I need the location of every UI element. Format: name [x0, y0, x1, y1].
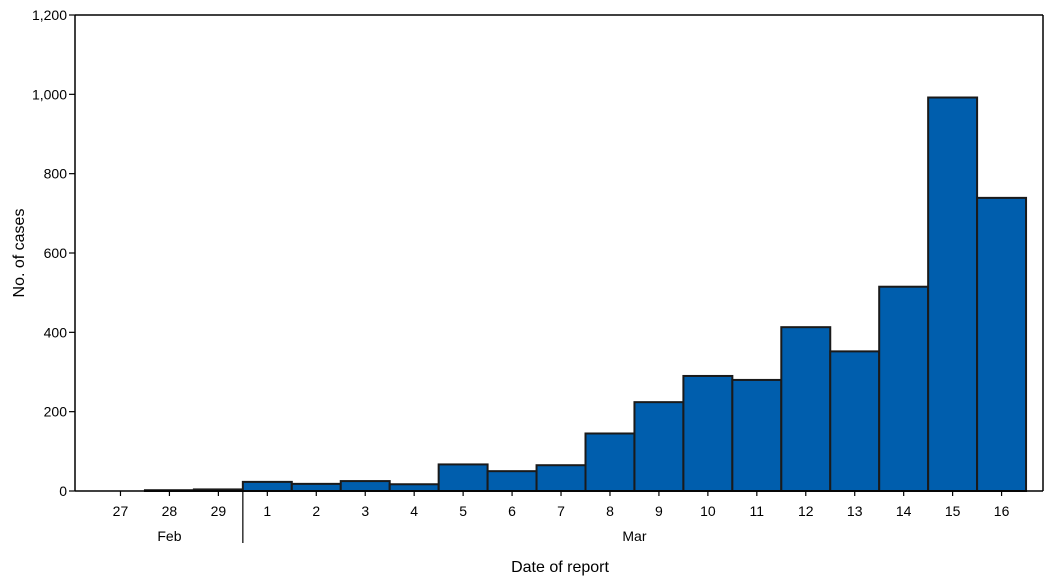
x-tick-label: 29	[211, 503, 227, 519]
x-tick-label: 3	[361, 503, 369, 519]
x-tick-label: 9	[655, 503, 663, 519]
month-labels-layer: Feb Mar	[157, 491, 647, 544]
x-tick-label: 6	[508, 503, 516, 519]
bar	[878, 285, 930, 493]
bar	[927, 96, 979, 493]
bar	[682, 374, 734, 493]
bars-layer	[143, 96, 1028, 493]
bar	[976, 196, 1028, 492]
bar	[780, 326, 832, 492]
bar	[584, 432, 636, 493]
bar	[829, 350, 881, 492]
x-tick-label: 10	[700, 503, 716, 519]
x-tick-label: 4	[410, 503, 418, 519]
month-label: Mar	[622, 528, 646, 544]
bar	[486, 470, 538, 492]
y-tick-label: 800	[44, 166, 68, 182]
x-axis-title: Date of report	[511, 559, 609, 576]
x-tick-label: 1	[263, 503, 271, 519]
x-tick-label: 13	[847, 503, 863, 519]
x-tick-label: 12	[798, 503, 814, 519]
x-tick-label: 16	[994, 503, 1010, 519]
bar	[241, 480, 293, 493]
y-tick-label: 0	[59, 483, 67, 499]
y-tick-label: 600	[44, 245, 68, 261]
bar	[290, 482, 342, 492]
y-ticks-layer: 0 200 400 600 800 1,000 1,200	[32, 7, 75, 499]
x-tick-label: 15	[945, 503, 961, 519]
y-tick-label: 1,200	[32, 7, 67, 23]
y-tick-label: 1,000	[32, 86, 67, 102]
bar	[339, 480, 391, 493]
x-tick-label: 27	[113, 503, 129, 519]
x-tick-label: 11	[750, 503, 765, 519]
y-axis-title: No. of cases	[11, 209, 28, 298]
bar	[388, 483, 440, 492]
x-tick-label: 2	[312, 503, 320, 519]
x-tick-label: 5	[459, 503, 467, 519]
bar	[535, 464, 587, 493]
x-tick-label: 7	[557, 503, 565, 519]
month-label: Feb	[157, 528, 181, 544]
x-tick-label: 28	[162, 503, 178, 519]
bar	[731, 378, 783, 492]
x-ticks-layer: 27 28 29 1 2 3 4 5 6 7 8 9 10 11 12 13 14 15 16	[113, 491, 1010, 519]
x-tick-label: 14	[896, 503, 912, 519]
bar	[633, 401, 685, 492]
y-tick-label: 400	[44, 324, 68, 340]
y-tick-label: 200	[44, 404, 68, 420]
x-tick-label: 8	[606, 503, 614, 519]
bar	[437, 463, 489, 493]
